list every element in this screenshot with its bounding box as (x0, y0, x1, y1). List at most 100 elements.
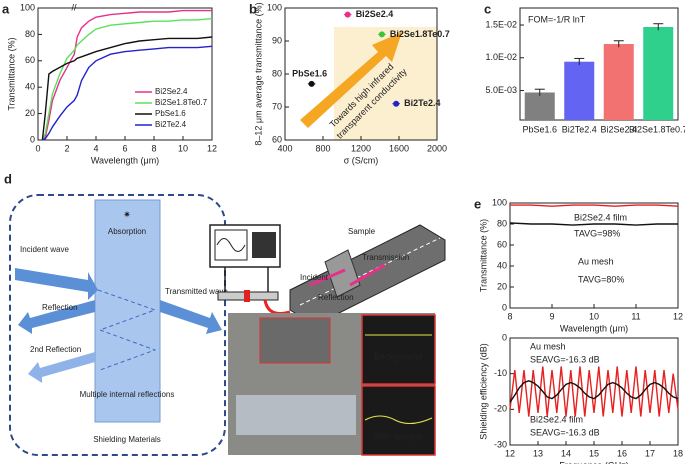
annotation: SEAVG=-16.3 dB (530, 354, 600, 364)
series-line (42, 45, 213, 141)
x-tick-label: 16 (617, 448, 627, 458)
y-tick-label: 1.0E-02 (485, 52, 517, 62)
x-tick-label: 9 (549, 311, 554, 321)
x-tick-label: 400 (277, 143, 292, 153)
y-tick-label: 0 (30, 134, 35, 144)
y-axis-label: Shielding efficiency (dB) (478, 343, 488, 439)
annotation: Au mesh (530, 341, 566, 351)
y-tick-label: 80 (25, 29, 35, 39)
y-tick-label: 60 (272, 134, 282, 144)
reflection2-arrow (28, 352, 95, 383)
label: Incident (300, 273, 329, 282)
screen-background (361, 314, 436, 385)
bar (643, 26, 674, 120)
x-tick-label: 14 (561, 448, 571, 458)
x-axis-label: σ (S/cm) (344, 155, 379, 165)
y-axis-label: 8–12 μm average transmittance (%) (253, 2, 263, 145)
x-tick-label: 0 (35, 143, 40, 153)
y-tick-label: 60 (497, 239, 507, 249)
y-tick-label: 40 (25, 82, 35, 92)
x-tick-label: 1600 (389, 143, 409, 153)
point-label: Bi2Se1.8Te0.7 (390, 29, 450, 39)
panel-d: d ✷ Incident wave Absorption Transmitted… (4, 171, 446, 456)
x-tick-label: 12 (673, 311, 683, 321)
bar (564, 61, 595, 120)
series-line (41, 17, 213, 141)
legend-label: Bi2Te2.4 (155, 120, 187, 129)
absorption-icon: ✷ (123, 209, 131, 219)
y-tick-label: 100 (20, 2, 35, 12)
x-axis-label: Frequence (GHz) (559, 460, 629, 464)
bar (524, 92, 555, 120)
label: Sample (348, 227, 376, 236)
sample-holder (244, 290, 250, 302)
x-tick-label: 6 (122, 143, 127, 153)
x-tick-label: Bi2Se2.4 (600, 124, 637, 134)
label: Absorption (108, 227, 146, 236)
x-tick-label: 13 (533, 448, 543, 458)
series-line (41, 9, 212, 141)
series-line (510, 204, 679, 207)
panel-letter: d (4, 171, 12, 186)
series-line (509, 380, 679, 403)
label: Reflection (318, 293, 354, 302)
reflection-arrow (18, 300, 95, 334)
bar (603, 44, 634, 120)
label: Transmitted wave (165, 287, 228, 296)
axis-break: // (71, 2, 77, 12)
panel-letter: a (2, 1, 10, 16)
point (344, 11, 351, 18)
x-tick-label: 10 (589, 311, 599, 321)
y-axis-label: Transmittance (%) (478, 219, 488, 292)
y-axis-label: Transmittance (%) (6, 37, 16, 110)
trace (364, 415, 433, 424)
legend-label: PbSe1.6 (155, 109, 186, 118)
y-tick-label: 70 (272, 101, 282, 111)
label: Reflection (42, 303, 78, 312)
x-tick-label: PbSe1.6 (522, 124, 557, 134)
annotation: Bi2Se2.4 film (530, 414, 583, 424)
x-tick-label: 8 (507, 311, 512, 321)
series-line (509, 366, 679, 417)
material-block (94, 199, 161, 423)
y-tick-label: 5.0E-03 (485, 85, 517, 95)
photo-waveguide (236, 395, 356, 435)
point-label: Bi2Te2.4 (404, 98, 440, 108)
y-tick-label: 100 (492, 197, 507, 207)
label: Transmission (362, 253, 409, 262)
y-tick-label: -10 (494, 368, 507, 378)
annotation: Bi2Se2.4 film (574, 212, 627, 222)
analyzer-buttons (252, 232, 276, 258)
y-tick-label: 40 (497, 260, 507, 270)
panel-letter: b (249, 1, 257, 16)
label: Multiple internal reflections (80, 390, 175, 399)
x-tick-label: 12 (207, 143, 217, 153)
transmission-arrow (349, 263, 386, 287)
sine-wave (216, 238, 246, 252)
boundary (9, 194, 226, 456)
label: With sample (373, 431, 423, 441)
y-tick-label: -30 (494, 439, 507, 449)
x-axis-label: Wavelength (μm) (91, 155, 159, 165)
annotation: SEAVG=-16.3 dB (530, 427, 600, 437)
point (393, 100, 400, 107)
point (378, 31, 385, 38)
label: Shielding Materials (93, 435, 161, 444)
series-line (509, 222, 678, 226)
x-tick-label: 8 (151, 143, 156, 153)
y-tick-label: 0 (502, 332, 507, 342)
annotation: TAVG=98% (574, 228, 620, 238)
panel-letter: e (474, 196, 481, 211)
y-tick-label: 0 (502, 302, 507, 312)
annotation: TAVG=80% (578, 274, 624, 284)
series-line (41, 36, 213, 141)
transmitted-arrow (160, 300, 222, 334)
y-tick-label: 60 (25, 55, 35, 65)
y-tick-label: 100 (267, 2, 282, 12)
x-tick-label: 2000 (427, 143, 447, 153)
x-tick-label: 11 (631, 311, 640, 321)
x-tick-label: Bi2Te2.4 (562, 124, 597, 134)
annotation: FOM=-1/R lnT (528, 14, 586, 24)
y-tick-label: 1.5E-02 (485, 19, 517, 29)
